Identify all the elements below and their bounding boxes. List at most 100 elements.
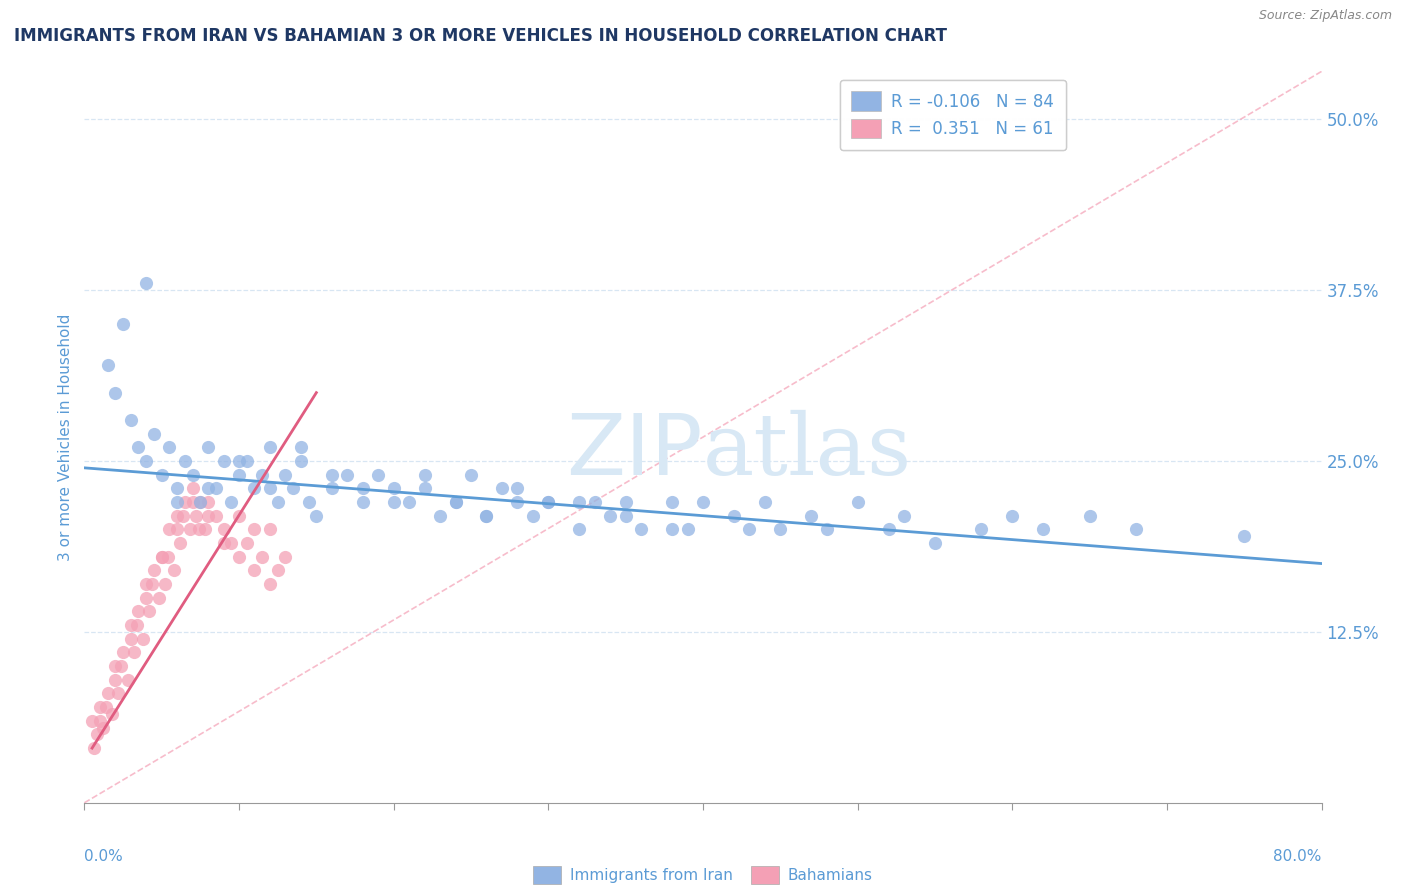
Point bbox=[321, 467, 343, 482]
Point bbox=[398, 495, 420, 509]
Point bbox=[537, 495, 560, 509]
Point bbox=[112, 645, 135, 659]
Point bbox=[305, 508, 328, 523]
Point bbox=[924, 536, 946, 550]
Point bbox=[205, 481, 228, 495]
Point bbox=[82, 714, 104, 728]
Point bbox=[135, 454, 157, 468]
Point bbox=[94, 700, 117, 714]
Point bbox=[444, 495, 467, 509]
Point bbox=[143, 426, 166, 441]
Point bbox=[738, 522, 761, 536]
Point bbox=[128, 440, 150, 454]
Point bbox=[769, 522, 792, 536]
Point bbox=[135, 591, 157, 605]
Point bbox=[1078, 508, 1101, 523]
Point bbox=[135, 577, 157, 591]
Point bbox=[135, 277, 157, 291]
Point bbox=[252, 467, 274, 482]
Point bbox=[120, 632, 142, 646]
Point bbox=[1125, 522, 1147, 536]
Point bbox=[290, 440, 312, 454]
Point bbox=[298, 495, 321, 509]
Point bbox=[107, 686, 129, 700]
Y-axis label: 3 or more Vehicles in Household: 3 or more Vehicles in Household bbox=[58, 313, 73, 561]
Point bbox=[110, 659, 132, 673]
Point bbox=[444, 495, 467, 509]
Point bbox=[754, 495, 776, 509]
Point bbox=[150, 549, 173, 564]
Point bbox=[522, 508, 544, 523]
Point bbox=[166, 481, 188, 495]
Point bbox=[336, 467, 359, 482]
Point bbox=[132, 632, 155, 646]
Point bbox=[228, 467, 250, 482]
Point bbox=[212, 522, 235, 536]
Point bbox=[413, 467, 436, 482]
Point bbox=[893, 508, 915, 523]
Point bbox=[166, 508, 188, 523]
Point bbox=[228, 549, 250, 564]
Point bbox=[259, 440, 281, 454]
Point bbox=[1032, 522, 1054, 536]
Point bbox=[89, 700, 111, 714]
Point bbox=[174, 454, 197, 468]
Point bbox=[188, 495, 212, 509]
Point bbox=[172, 508, 194, 523]
Point bbox=[506, 495, 529, 509]
Point bbox=[382, 481, 405, 495]
Point bbox=[221, 536, 243, 550]
Point bbox=[221, 495, 243, 509]
Point bbox=[1001, 508, 1024, 523]
Point bbox=[460, 467, 482, 482]
Point bbox=[252, 549, 274, 564]
Point bbox=[568, 495, 591, 509]
Point bbox=[179, 522, 201, 536]
Point bbox=[367, 467, 389, 482]
Point bbox=[128, 604, 150, 618]
Point bbox=[274, 467, 297, 482]
Point bbox=[800, 508, 823, 523]
Point bbox=[236, 454, 259, 468]
Point bbox=[259, 522, 281, 536]
Point bbox=[138, 604, 160, 618]
Point bbox=[614, 508, 637, 523]
Point bbox=[259, 577, 281, 591]
Point bbox=[169, 536, 191, 550]
Point bbox=[506, 481, 529, 495]
Point bbox=[243, 563, 266, 577]
Point bbox=[187, 522, 209, 536]
Point bbox=[150, 549, 173, 564]
Point bbox=[815, 522, 838, 536]
Point bbox=[184, 508, 207, 523]
Point bbox=[205, 508, 228, 523]
Point bbox=[120, 413, 142, 427]
Point bbox=[290, 454, 312, 468]
Point bbox=[630, 522, 652, 536]
Point bbox=[117, 673, 139, 687]
Point bbox=[197, 481, 219, 495]
Point bbox=[159, 440, 181, 454]
Point bbox=[274, 549, 297, 564]
Legend: R = -0.106   N = 84, R =  0.351   N = 61: R = -0.106 N = 84, R = 0.351 N = 61 bbox=[839, 79, 1066, 150]
Point bbox=[141, 577, 163, 591]
Point bbox=[91, 721, 114, 735]
Point bbox=[970, 522, 993, 536]
Point bbox=[125, 618, 148, 632]
Point bbox=[614, 495, 637, 509]
Point bbox=[181, 467, 204, 482]
Point bbox=[97, 686, 120, 700]
Text: IMMIGRANTS FROM IRAN VS BAHAMIAN 3 OR MORE VEHICLES IN HOUSEHOLD CORRELATION CHA: IMMIGRANTS FROM IRAN VS BAHAMIAN 3 OR MO… bbox=[14, 27, 948, 45]
Point bbox=[283, 481, 305, 495]
Text: atlas: atlas bbox=[703, 410, 912, 493]
Point bbox=[692, 495, 714, 509]
Point bbox=[122, 645, 145, 659]
Point bbox=[321, 481, 343, 495]
Point bbox=[159, 522, 181, 536]
Point bbox=[846, 495, 869, 509]
Point bbox=[537, 495, 560, 509]
Point bbox=[259, 481, 281, 495]
Point bbox=[166, 522, 188, 536]
Point bbox=[243, 522, 266, 536]
Point bbox=[181, 495, 204, 509]
